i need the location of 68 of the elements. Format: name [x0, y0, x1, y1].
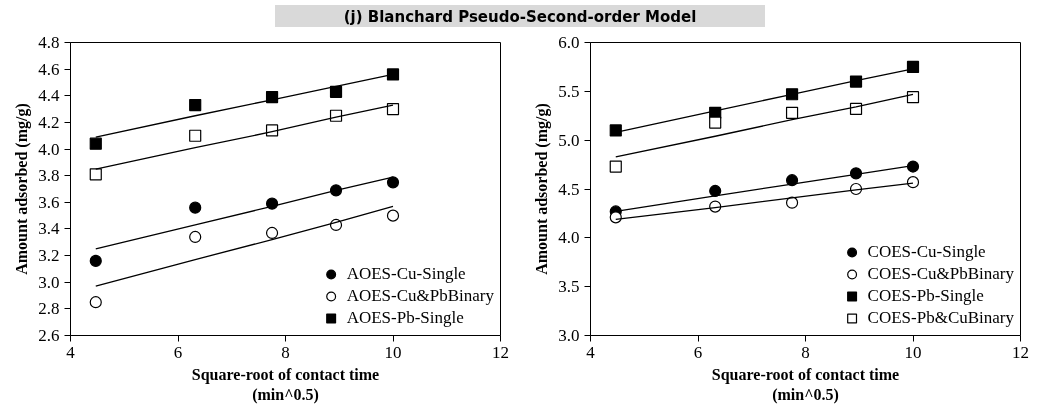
point [189, 129, 202, 142]
y-tick-label: 3.0 [558, 326, 580, 345]
point [329, 85, 343, 98]
y-tick-label: 4.2 [38, 112, 60, 132]
point [906, 91, 920, 104]
y-tick-label: 3.4 [38, 219, 60, 239]
x-tick-label: 10 [904, 342, 922, 362]
legend-label: COES-Cu&PbBinary [867, 263, 1014, 285]
legend-label: AOES-Pb-Single [346, 307, 464, 329]
legend-label: COES-Pb-Single [867, 285, 984, 307]
point [709, 184, 722, 198]
y-tick-label: 4.0 [558, 228, 580, 248]
chart-title: (j) Blanchard Pseudo-Second-order Model [343, 7, 697, 28]
point [189, 230, 202, 244]
y-tick-label: 2.6 [38, 326, 60, 345]
point [386, 102, 400, 116]
y-tick-label: 3.5 [558, 277, 580, 297]
x-tick-label: 8 [801, 342, 810, 362]
x-tick-label: 6 [173, 342, 183, 362]
y-axis-title: Amount adsorbed (mg/g) [533, 103, 552, 275]
y-tick-label: 4.4 [38, 86, 60, 106]
x-axis-title: Square-root of contact time (min^0.5) [711, 365, 900, 404]
point [189, 99, 202, 112]
y-tick-label: 6.0 [558, 33, 580, 52]
point [89, 254, 102, 268]
point [906, 176, 920, 189]
y-tick-label: 5.0 [558, 130, 580, 150]
x-tick-label: 4 [586, 342, 596, 362]
x-tick-label: 10 [384, 342, 402, 362]
legend-label: COES-Pb&CuBinary [867, 307, 1014, 329]
y-tick-label: 4.5 [558, 179, 580, 199]
point [785, 106, 799, 119]
legend-label: COES-Cu-Single [867, 241, 986, 263]
x-tick-label: 12 [1012, 342, 1029, 362]
x-tick-label: 6 [693, 342, 703, 362]
x-tick-label: 12 [492, 342, 509, 362]
point [89, 296, 102, 309]
y-axis-title: Amount adsorbed (mg/g) [13, 103, 32, 275]
legend-label: AOES-Cu&PbBinary [346, 285, 494, 307]
y-tick-label: 4.6 [38, 59, 60, 79]
y-tick-label: 5.5 [558, 81, 580, 101]
point [906, 60, 920, 74]
x-tick-label: 8 [281, 342, 290, 362]
y-tick-label: 3.0 [38, 272, 60, 292]
point [609, 124, 622, 137]
legend-label: AOES-Cu-Single [346, 263, 466, 285]
point [609, 211, 622, 224]
x-tick-label: 4 [66, 342, 76, 362]
y-tick-label: 2.8 [38, 299, 60, 319]
x-axis-title: Square-root of contact time (min^0.5) [191, 365, 380, 404]
point [265, 226, 279, 240]
y-tick-label: 4.0 [38, 139, 60, 159]
point [906, 160, 920, 173]
point [386, 68, 400, 81]
point [709, 116, 722, 129]
point [89, 168, 102, 181]
y-tick-label: 3.8 [38, 166, 60, 186]
point [89, 137, 102, 150]
point [386, 209, 400, 222]
y-tick-label: 3.2 [38, 246, 60, 266]
point [189, 201, 202, 214]
point [386, 176, 400, 189]
point [609, 160, 622, 173]
point [849, 75, 863, 88]
point [785, 196, 799, 209]
y-tick-label: 4.8 [38, 33, 60, 52]
y-tick-label: 3.6 [38, 192, 60, 212]
point [785, 174, 799, 187]
